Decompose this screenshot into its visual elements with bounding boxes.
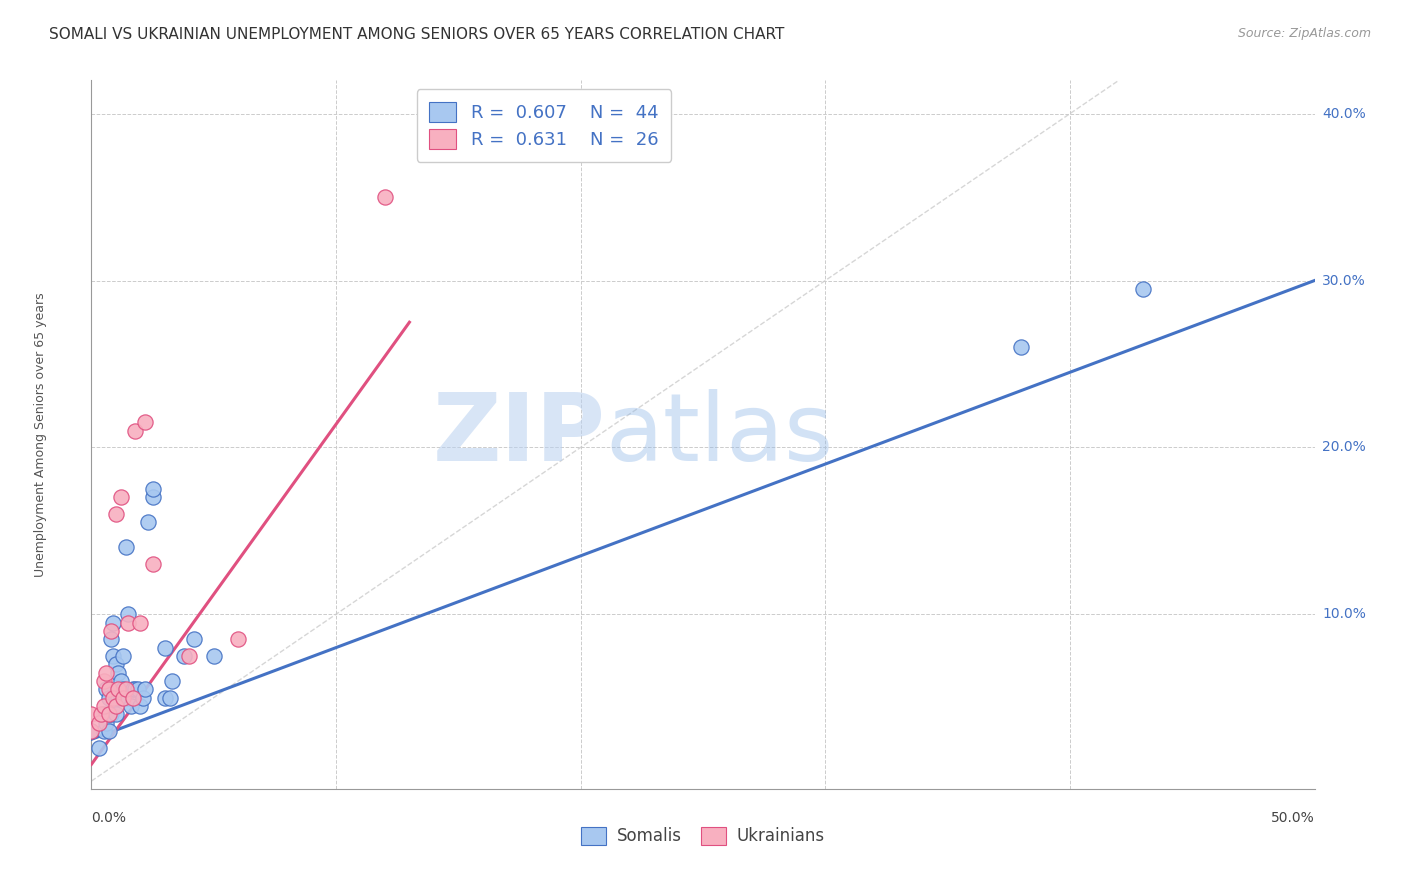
Point (103, 648, 125, 663)
Point (93, 673, 115, 688)
Point (114, 682, 136, 697)
Point (104, 690, 127, 705)
Point (97, 707, 120, 722)
Point (94, 665, 117, 680)
Point (134, 415, 156, 429)
Point (112, 690, 135, 705)
Point (94, 715, 117, 730)
Point (183, 632, 205, 647)
Point (134, 682, 156, 697)
Point (80, 707, 103, 722)
Text: Unemployment Among Seniors over 65 years: Unemployment Among Seniors over 65 years (34, 293, 46, 577)
Point (132, 690, 155, 705)
Point (124, 682, 146, 697)
Point (110, 491, 132, 505)
Point (112, 648, 135, 663)
Text: 40.0%: 40.0% (1322, 107, 1365, 120)
Point (120, 698, 142, 713)
Point (87, 715, 110, 730)
Point (141, 557, 163, 571)
Point (141, 482, 163, 496)
Point (93, 698, 115, 713)
Text: 0.0%: 0.0% (91, 811, 127, 825)
Point (97, 724, 120, 739)
Point (107, 682, 129, 697)
Point (124, 424, 146, 438)
Text: SOMALI VS UKRAINIAN UNEMPLOYMENT AMONG SENIORS OVER 65 YEARS CORRELATION CHART: SOMALI VS UKRAINIAN UNEMPLOYMENT AMONG S… (49, 27, 785, 42)
Point (112, 682, 135, 697)
Point (129, 698, 152, 713)
Point (122, 682, 145, 697)
Point (202, 648, 225, 663)
Point (103, 690, 125, 705)
Point (117, 607, 139, 622)
Point (117, 615, 139, 630)
Point (100, 707, 122, 722)
Point (104, 707, 127, 722)
Point (100, 624, 122, 638)
Point (94, 682, 117, 697)
Point (374, 190, 396, 204)
Text: 50.0%: 50.0% (1271, 811, 1315, 825)
Point (90, 707, 112, 722)
Point (122, 690, 145, 705)
Point (110, 690, 132, 705)
Point (136, 516, 159, 530)
Point (226, 632, 249, 647)
Point (100, 632, 122, 647)
Point (107, 665, 129, 680)
Point (104, 657, 127, 672)
Point (107, 690, 129, 705)
Point (173, 648, 195, 663)
Point (127, 682, 149, 697)
Point (87, 740, 110, 755)
Point (141, 491, 163, 505)
Point (114, 541, 136, 555)
Point (97, 690, 120, 705)
Point (93, 707, 115, 722)
Text: Source: ZipAtlas.com: Source: ZipAtlas.com (1237, 27, 1371, 40)
Point (80, 724, 103, 739)
Point (179, 648, 201, 663)
Text: ZIP: ZIP (432, 389, 605, 481)
Point (104, 698, 127, 713)
Point (104, 507, 127, 521)
Point (1010, 340, 1032, 354)
Point (153, 640, 176, 655)
Point (97, 682, 120, 697)
Point (159, 690, 181, 705)
Point (80, 724, 103, 739)
Point (110, 673, 132, 688)
Text: 30.0%: 30.0% (1322, 274, 1365, 287)
Point (103, 615, 125, 630)
Point (1132, 282, 1154, 296)
Point (129, 615, 152, 630)
Point (93, 724, 115, 739)
Text: atlas: atlas (605, 389, 834, 481)
Point (117, 690, 139, 705)
Text: 20.0%: 20.0% (1322, 441, 1365, 454)
Text: 10.0%: 10.0% (1322, 607, 1365, 621)
Point (97, 707, 120, 722)
Point (160, 673, 183, 688)
Point (153, 690, 176, 705)
Legend: Somalis, Ukrainians: Somalis, Ukrainians (575, 820, 831, 852)
